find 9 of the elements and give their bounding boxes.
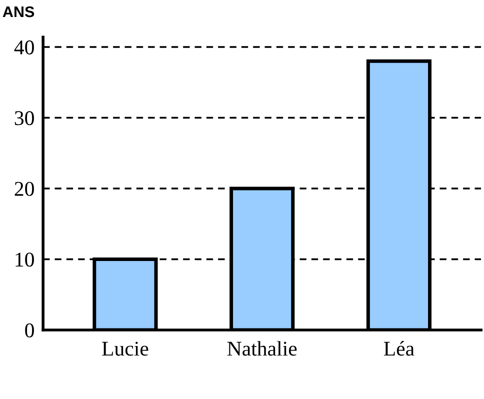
y-tick-label: 0: [25, 323, 34, 338]
y-tick-label: 30: [14, 111, 34, 126]
y-axis-title: ANS: [2, 6, 34, 18]
x-tick-label: Nathalie: [227, 341, 297, 356]
y-tick-label: 20: [14, 182, 34, 196]
x-tick-label: Léa: [384, 341, 414, 356]
y-tick-label: 10: [16, 252, 34, 267]
y-tick-label: 40: [14, 40, 34, 54]
x-tick-label: Lucie: [102, 342, 148, 356]
